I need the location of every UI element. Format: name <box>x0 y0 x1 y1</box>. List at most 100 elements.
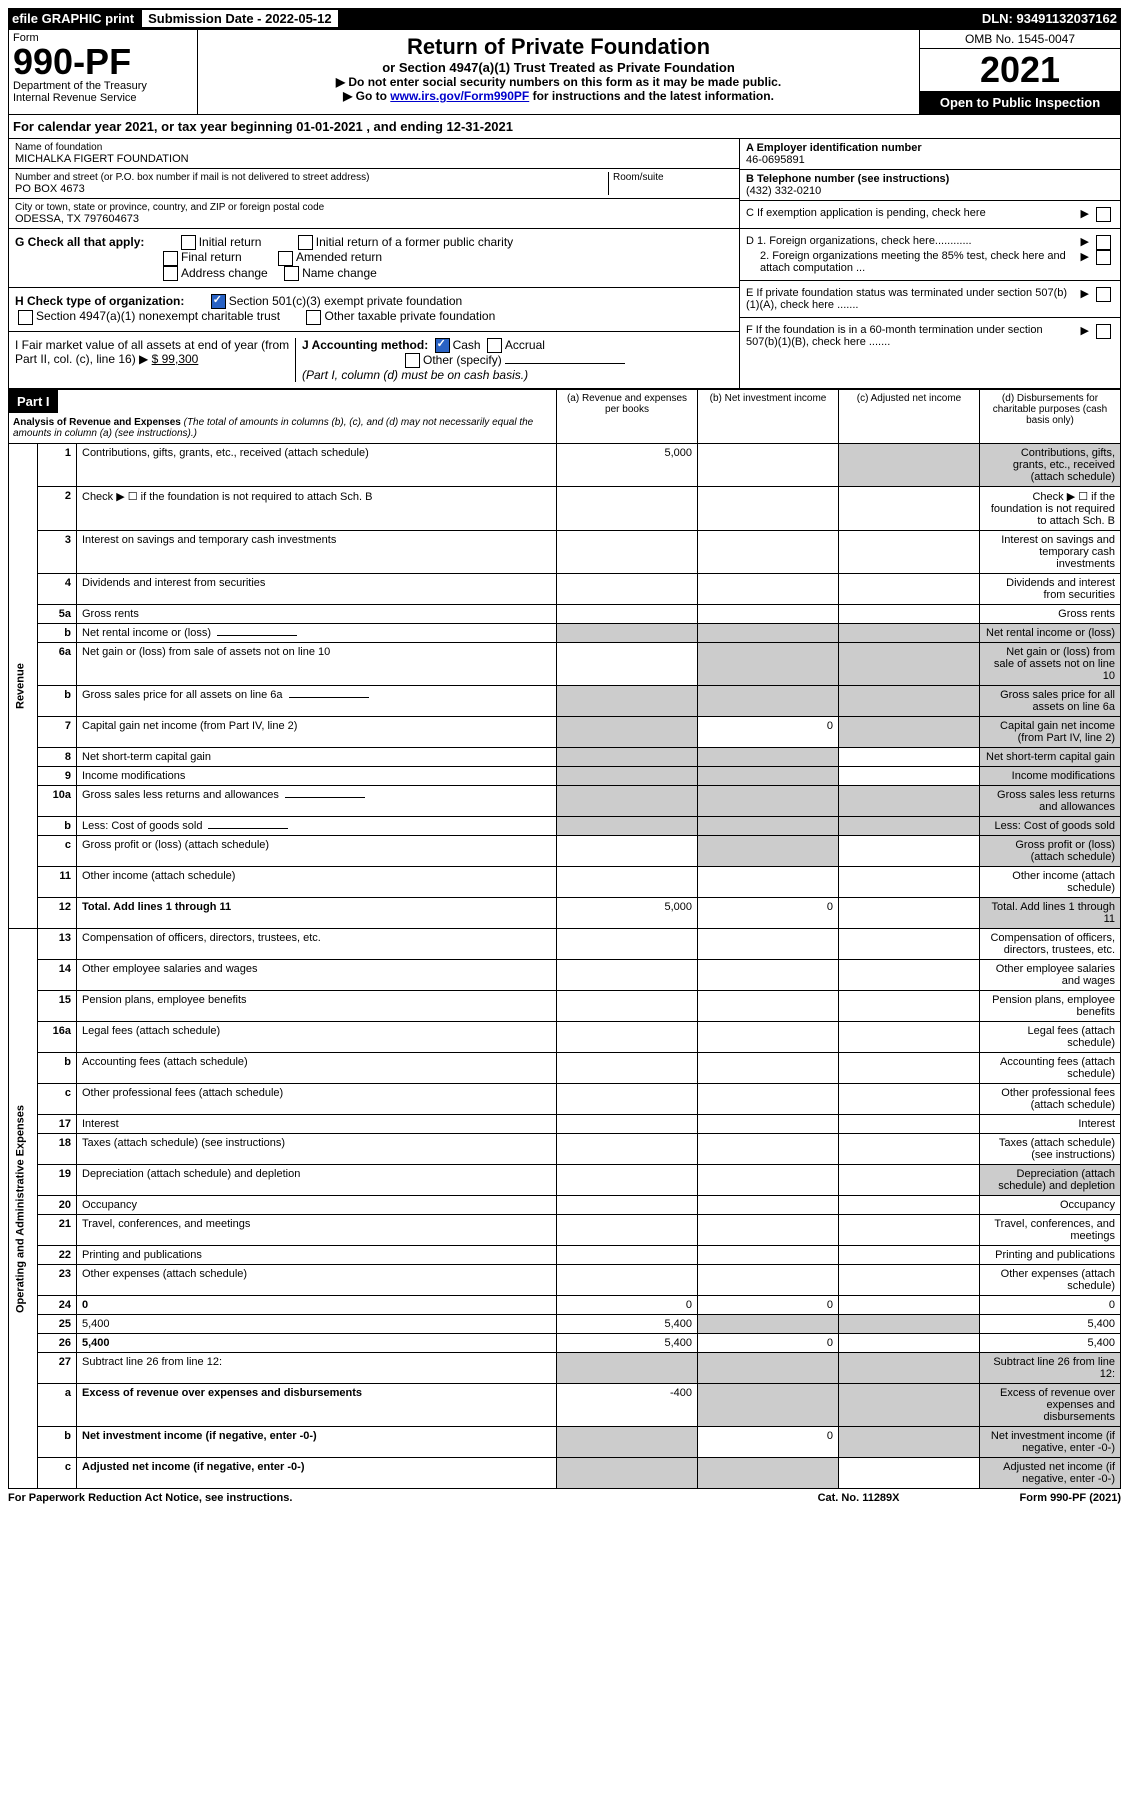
cell-b <box>698 487 839 531</box>
cell-c <box>839 1134 980 1165</box>
cell-b <box>698 1265 839 1296</box>
cell-d: Net gain or (loss) from sale of assets n… <box>980 643 1121 686</box>
phone-label: B Telephone number (see instructions) <box>746 173 1114 185</box>
cell-b <box>698 444 839 487</box>
row-number: 10a <box>38 786 77 817</box>
row-number: b <box>38 817 77 836</box>
cell-b <box>698 1115 839 1134</box>
row-description: Dividends and interest from securities <box>77 574 557 605</box>
row-description: 0 <box>77 1296 557 1315</box>
row-number: 26 <box>38 1334 77 1353</box>
arrow-icon: ▶ <box>1081 207 1089 222</box>
tax-year: 2021 <box>920 49 1120 91</box>
cell-a: 5,400 <box>557 1334 698 1353</box>
row-description: Adjusted net income (if negative, enter … <box>77 1458 557 1489</box>
cell-d: Capital gain net income (from Part IV, l… <box>980 717 1121 748</box>
cell-a <box>557 929 698 960</box>
part1-table: Part I Analysis of Revenue and Expenses … <box>8 389 1121 1489</box>
cell-d: Less: Cost of goods sold <box>980 817 1121 836</box>
row-description: Excess of revenue over expenses and disb… <box>77 1384 557 1427</box>
checkbox-amended[interactable] <box>278 251 293 266</box>
cell-d: Interest <box>980 1115 1121 1134</box>
checkbox-c[interactable] <box>1096 207 1111 222</box>
form-title: Return of Private Foundation <box>202 34 915 60</box>
irs-label: Internal Revenue Service <box>13 92 193 104</box>
cell-b <box>698 960 839 991</box>
cell-c <box>839 1334 980 1353</box>
cell-d: Travel, conferences, and meetings <box>980 1215 1121 1246</box>
cell-c <box>839 1196 980 1215</box>
cell-b: 0 <box>698 898 839 929</box>
cell-c <box>839 991 980 1022</box>
row-description: Occupancy <box>77 1196 557 1215</box>
checkbox-d2[interactable] <box>1096 250 1111 265</box>
phone-value: (432) 332-0210 <box>746 185 1114 197</box>
dept-label: Department of the Treasury <box>13 80 193 92</box>
opt-4947: Section 4947(a)(1) nonexempt charitable … <box>36 309 280 323</box>
checkbox-other-taxable[interactable] <box>306 310 321 325</box>
cell-b <box>698 1134 839 1165</box>
cell-d: Pension plans, employee benefits <box>980 991 1121 1022</box>
foundation-city: ODESSA, TX 797604673 <box>15 213 733 225</box>
cell-d: Gross sales price for all assets on line… <box>980 686 1121 717</box>
cell-d: Accounting fees (attach schedule) <box>980 1053 1121 1084</box>
checkbox-accrual[interactable] <box>487 338 502 353</box>
arrow-icon: ▶ <box>1081 324 1089 348</box>
form990pf-link[interactable]: www.irs.gov/Form990PF <box>390 89 529 103</box>
row-number: c <box>38 1084 77 1115</box>
opt-accrual: Accrual <box>505 338 545 352</box>
row-number: 24 <box>38 1296 77 1315</box>
cell-d: 0 <box>980 1296 1121 1315</box>
row-number: 23 <box>38 1265 77 1296</box>
row-number: 11 <box>38 867 77 898</box>
cell-c <box>839 898 980 929</box>
checkbox-f[interactable] <box>1096 324 1111 339</box>
checkbox-other-method[interactable] <box>405 353 420 368</box>
cell-d: Printing and publications <box>980 1246 1121 1265</box>
foundation-address: PO BOX 4673 <box>15 183 608 195</box>
cell-a <box>557 1084 698 1115</box>
checkbox-cash[interactable] <box>435 338 450 353</box>
checkbox-name-change[interactable] <box>284 266 299 281</box>
checkbox-4947[interactable] <box>18 310 33 325</box>
cell-c <box>839 767 980 786</box>
checkbox-initial-former[interactable] <box>298 235 313 250</box>
cell-b <box>698 1084 839 1115</box>
row-number: a <box>38 1384 77 1427</box>
cell-b <box>698 1196 839 1215</box>
cell-c <box>839 960 980 991</box>
checkbox-initial-return[interactable] <box>181 235 196 250</box>
row-number: c <box>38 836 77 867</box>
cell-c <box>839 1427 980 1458</box>
row-description: Legal fees (attach schedule) <box>77 1022 557 1053</box>
city-label: City or town, state or province, country… <box>15 202 733 213</box>
section-label: Revenue <box>9 444 38 929</box>
row-number: b <box>38 686 77 717</box>
checkbox-final-return[interactable] <box>163 251 178 266</box>
form-note-1: ▶ Do not enter social security numbers o… <box>202 75 915 89</box>
checkbox-address-change[interactable] <box>163 266 178 281</box>
opt-other-method: Other (specify) <box>423 353 502 367</box>
checkbox-d1[interactable] <box>1096 235 1111 250</box>
note2-post: for instructions and the latest informat… <box>529 89 774 103</box>
row-description: Gross profit or (loss) (attach schedule) <box>77 836 557 867</box>
f-label: F If the foundation is in a 60-month ter… <box>746 324 1077 348</box>
cell-d: 5,400 <box>980 1334 1121 1353</box>
row-number: 18 <box>38 1134 77 1165</box>
cell-a <box>557 574 698 605</box>
cell-a <box>557 1458 698 1489</box>
entity-info-block: Name of foundation MICHALKA FIGERT FOUND… <box>8 139 1121 389</box>
j-label: J Accounting method: <box>302 338 428 352</box>
checkbox-e[interactable] <box>1096 287 1111 302</box>
row-number: 27 <box>38 1353 77 1384</box>
cell-d: Dividends and interest from securities <box>980 574 1121 605</box>
room-label: Room/suite <box>613 172 733 183</box>
cell-c <box>839 817 980 836</box>
row-description: Pension plans, employee benefits <box>77 991 557 1022</box>
form-number: 990-PF <box>13 44 193 80</box>
checkbox-501c3[interactable] <box>211 294 226 309</box>
part1-title: Analysis of Revenue and Expenses <box>13 417 181 428</box>
cell-b <box>698 929 839 960</box>
form-subtitle: or Section 4947(a)(1) Trust Treated as P… <box>202 60 915 75</box>
cell-d: Net investment income (if negative, ente… <box>980 1427 1121 1458</box>
